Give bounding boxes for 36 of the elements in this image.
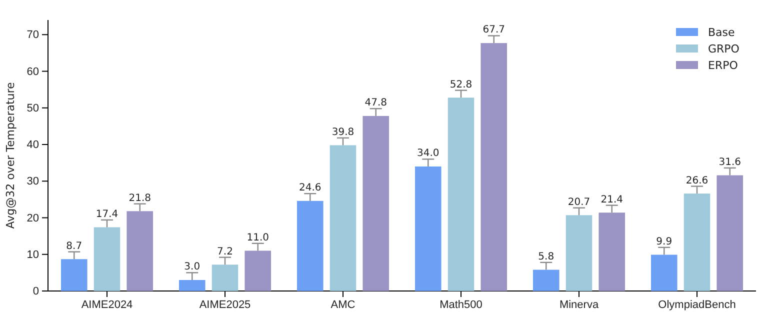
y-tick-label: 40 xyxy=(26,139,39,152)
y-tick-label: 60 xyxy=(26,66,39,78)
y-axis-title: Avg@32 over Temperature xyxy=(4,82,17,229)
data-label: 11.0 xyxy=(246,232,270,244)
data-label: 24.6 xyxy=(298,182,322,194)
data-label: 34.0 xyxy=(416,148,440,160)
data-label: 21.8 xyxy=(128,192,152,204)
data-label: 39.8 xyxy=(332,126,354,138)
data-label: 47.8 xyxy=(364,98,388,109)
data-label: 21.4 xyxy=(600,194,624,206)
data-label: 3.0 xyxy=(184,262,200,273)
data-label: 31.6 xyxy=(718,156,742,168)
y-tick-label: 0 xyxy=(32,286,39,298)
y-tick-label: 20 xyxy=(26,212,39,224)
y-tick-label: 70 xyxy=(26,29,39,42)
data-label: 9.9 xyxy=(656,236,672,248)
x-tick-label: AMC xyxy=(330,298,356,311)
data-label: 5.8 xyxy=(538,251,554,262)
y-tick-label: 30 xyxy=(26,176,39,188)
data-label: 7.2 xyxy=(217,246,233,258)
data-label: 26.6 xyxy=(686,175,708,186)
data-label: 17.4 xyxy=(96,208,118,220)
legend-label: ERPO xyxy=(708,59,738,72)
legend-label: Base xyxy=(708,26,736,39)
x-tick-label: AIME2025 xyxy=(199,298,251,311)
x-tick-label: Math500 xyxy=(440,298,482,311)
x-tick-label: Minerva xyxy=(559,298,600,311)
data-label: 52.8 xyxy=(450,79,472,90)
x-tick-label: AIME2024 xyxy=(81,298,133,311)
y-tick-label: 10 xyxy=(26,248,39,261)
y-tick-label: 50 xyxy=(26,102,39,114)
data-label: 67.7 xyxy=(482,24,506,36)
data-label: 20.7 xyxy=(568,196,590,208)
data-label: 8.7 xyxy=(66,240,82,252)
legend-label: GRPO xyxy=(708,42,740,56)
x-tick-label: OlympiadBench xyxy=(658,298,736,311)
